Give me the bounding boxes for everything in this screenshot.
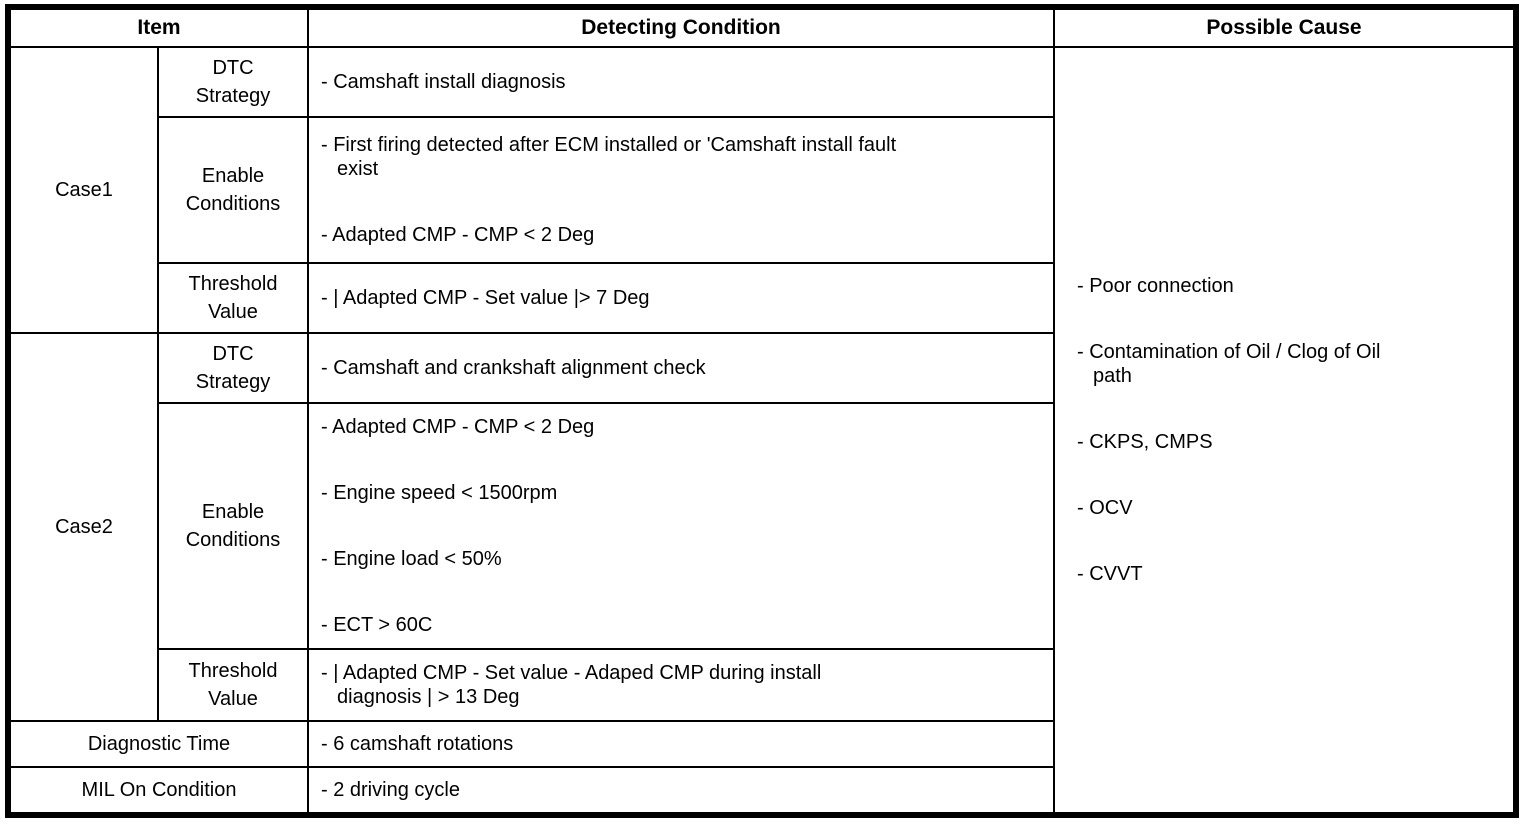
case2-enable-conditions-label-cell: Enable Conditions: [157, 402, 309, 650]
case1-dtc-strategy-label: DTC Strategy: [195, 57, 271, 107]
mil-on-condition-condition-cell: - 2 driving cycle: [307, 766, 1055, 816]
case1-enable-conditions-label: Enable Conditions: [185, 165, 281, 215]
case2-enable-conditions-label: Enable Conditions: [185, 501, 281, 551]
possible-cause-bullet: - Poor connection: [1077, 275, 1234, 297]
case2-threshold-value-label: Threshold Value: [188, 660, 278, 710]
case1-threshold-value-label-cell: Threshold Value: [157, 262, 309, 334]
possible-cause-bullet: - CKPS, CMPS: [1077, 431, 1213, 453]
condition-bullet: - Camshaft install diagnosis: [321, 71, 566, 93]
condition-bullet: - 6 camshaft rotations: [321, 733, 514, 755]
case1-enable-conditions-condition-cell: - First firing detected after ECM instal…: [307, 116, 1055, 264]
diagnostic-time-label-cell: Diagnostic Time: [7, 720, 309, 768]
case2-label: Case2: [55, 516, 113, 538]
case2-dtc-strategy-label: DTC Strategy: [195, 343, 271, 393]
case1-enable-conditions-label-cell: Enable Conditions: [157, 116, 309, 264]
condition-bullet: - Camshaft and crankshaft alignment chec…: [321, 357, 706, 379]
condition-bullet: - | Adapted CMP - Set value - Adaped CMP…: [321, 662, 822, 708]
row-diagnostic-time: Diagnostic Time - 6 camshaft rotations: [7, 720, 1516, 768]
case2-dtc-strategy-condition-cell: - Camshaft and crankshaft alignment chec…: [307, 332, 1055, 404]
dtc-diagnostic-table: Item Detecting Condition Possible Cause …: [5, 4, 1519, 818]
condition-bullet: - Engine load < 50%: [321, 548, 502, 570]
case1-dtc-strategy-label-cell: DTC Strategy: [157, 46, 309, 118]
row-mil-on-condition: MIL On Condition - 2 driving cycle: [7, 766, 1516, 816]
condition-bullet: - 2 driving cycle: [321, 779, 460, 801]
row-case2-threshold-value: Threshold Value - | Adapted CMP - Set va…: [8, 648, 1516, 722]
possible-cause-bullet: - CVVT: [1077, 563, 1143, 585]
case2-enable-conditions-condition-cell: - Adapted CMP - CMP < 2 Deg - Engine spe…: [307, 402, 1055, 650]
case2-threshold-value-label-cell: Threshold Value: [157, 648, 309, 722]
row-case2-dtc-strategy: Case2 DTC Strategy - Camshaft and cranks…: [7, 332, 1516, 722]
case1-threshold-value-condition-cell: - | Adapted CMP - Set value |> 7 Deg: [307, 262, 1055, 334]
possible-cause-bullet: - OCV: [1077, 497, 1133, 519]
diagnostic-time-label: Diagnostic Time: [87, 732, 231, 755]
condition-bullet: - ECT > 60C: [321, 614, 433, 636]
possible-cause-cell: - Poor connection - Contamination of Oil…: [1053, 46, 1517, 816]
case1-label: Case1: [55, 179, 113, 201]
condition-bullet: - Adapted CMP - CMP < 2 Deg: [321, 416, 595, 438]
condition-bullet: - Engine speed < 1500rpm: [321, 482, 558, 504]
row-case1-dtc-strategy: Case1 DTC Strategy - Camshaft install di…: [7, 46, 1517, 816]
case2-label-cell: Case2: [7, 332, 159, 722]
condition-bullet: - | Adapted CMP - Set value |> 7 Deg: [321, 287, 650, 309]
column-header-detecting-condition: Detecting Condition: [307, 6, 1055, 48]
row-case2-enable-conditions: Enable Conditions - Adapted CMP - CMP < …: [8, 402, 1516, 650]
possible-cause-bullet: - Contamination of Oil / Clog of Oil pat…: [1077, 341, 1381, 387]
mil-on-condition-label: MIL On Condition: [81, 778, 237, 801]
diagnostic-time-condition-cell: - 6 camshaft rotations: [307, 720, 1055, 768]
case1-threshold-value-label: Threshold Value: [188, 273, 278, 323]
column-header-possible-cause: Possible Cause: [1053, 6, 1517, 48]
row-case1-enable-conditions: Enable Conditions - First firing detecte…: [8, 116, 1516, 264]
mil-on-condition-label-cell: MIL On Condition: [7, 766, 309, 816]
case1-label-cell: Case1: [7, 46, 159, 334]
condition-bullet: - First firing detected after ECM instal…: [321, 134, 897, 180]
case1-dtc-strategy-condition-cell: - Camshaft install diagnosis: [307, 46, 1055, 118]
table-header-row: Item Detecting Condition Possible Cause: [7, 6, 1517, 48]
column-header-item: Item: [7, 6, 309, 48]
case2-dtc-strategy-label-cell: DTC Strategy: [157, 332, 309, 404]
condition-bullet: - Adapted CMP - CMP < 2 Deg: [321, 224, 595, 246]
row-case1-threshold-value: Threshold Value - | Adapted CMP - Set va…: [8, 262, 1516, 334]
case2-threshold-value-condition-cell: - | Adapted CMP - Set value - Adaped CMP…: [307, 648, 1055, 722]
